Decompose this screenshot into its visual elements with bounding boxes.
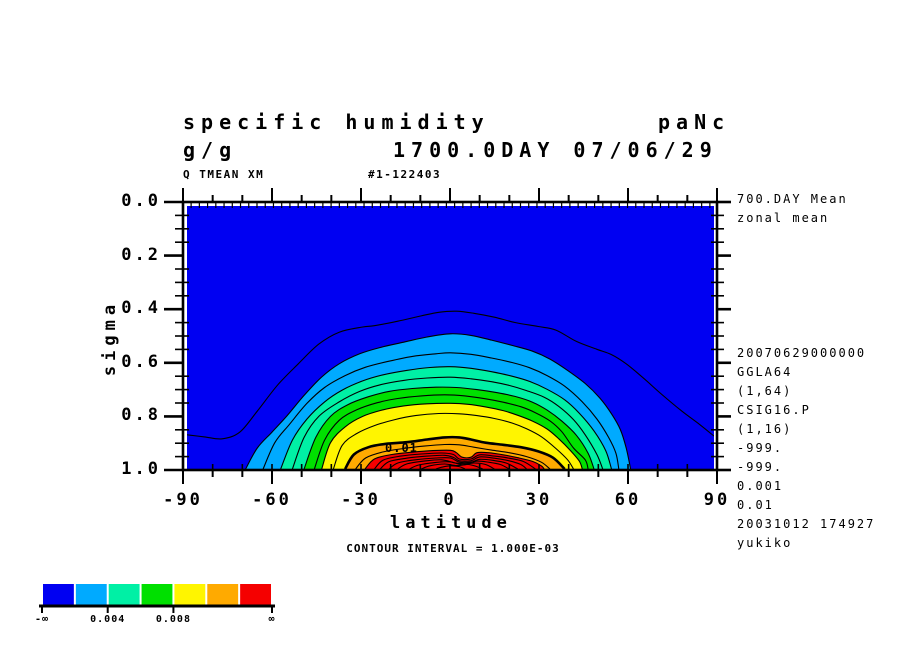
side-info-bottom: 20070629000000 GGLA64 (1,64) CSIG16.P (1,16)… [737, 344, 875, 553]
side-info-line: 20031012 174927 [737, 517, 876, 531]
side-info-line: (1,64) [737, 384, 793, 398]
side-info-line: 0.001 [737, 479, 784, 493]
side-info-line: (1,16) [737, 422, 793, 436]
x-tick-label: 90 [703, 490, 731, 510]
side-info-line: 700.DAY Mean [737, 192, 848, 206]
side-info-line: zonal mean [737, 211, 830, 225]
y-tick-label: 0.6 [121, 351, 161, 372]
plot-units: g/g [183, 138, 238, 162]
x-tick-label: 60 [614, 490, 642, 510]
y-tick-label: 0.4 [121, 298, 161, 319]
side-info-line: -999. [737, 441, 784, 455]
x-tick-label: 0 [443, 490, 457, 510]
contour-value-label: 0.01 [385, 441, 418, 455]
y-tick-label: 0.0 [121, 191, 161, 211]
colorbar-tick-label: -∞ [34, 614, 50, 625]
side-info-line: yukiko [737, 536, 793, 550]
side-info-line: GGLA64 [737, 365, 793, 379]
plot-format-label: paNc [658, 110, 731, 134]
variable-id: Q TMEAN XM [183, 168, 265, 181]
colorbar-tick-label: 0.004 [90, 614, 126, 625]
side-info-line: 20070629000000 [737, 346, 867, 360]
x-axis-title: latitude [390, 513, 512, 533]
contour-interval-note: CONTOUR INTERVAL = 1.000E-03 [346, 542, 560, 555]
x-tick-label: -30 [341, 490, 381, 510]
plot-title: specific humidity [183, 110, 490, 134]
x-tick-label: -60 [252, 490, 292, 510]
y-tick-label: 0.2 [121, 244, 161, 265]
plot-time-label: 1700.0DAY 07/06/29 [393, 138, 718, 162]
x-tick-label: 30 [525, 490, 553, 510]
x-tick-label: -90 [163, 490, 203, 510]
side-info-top: 700.DAY Mean zonal mean [737, 190, 848, 228]
colorbar-tick-label: ∞ [268, 614, 276, 625]
side-info-line: CSIG16.P [737, 403, 811, 417]
side-info-line: 0.01 [737, 498, 774, 512]
frame-id: #1-122403 [368, 168, 442, 181]
y-tick-label: 0.8 [121, 405, 161, 426]
side-info-line: -999. [737, 460, 784, 474]
colorbar-tick-label: 0.008 [155, 614, 191, 625]
y-tick-label: 1.0 [121, 459, 161, 479]
